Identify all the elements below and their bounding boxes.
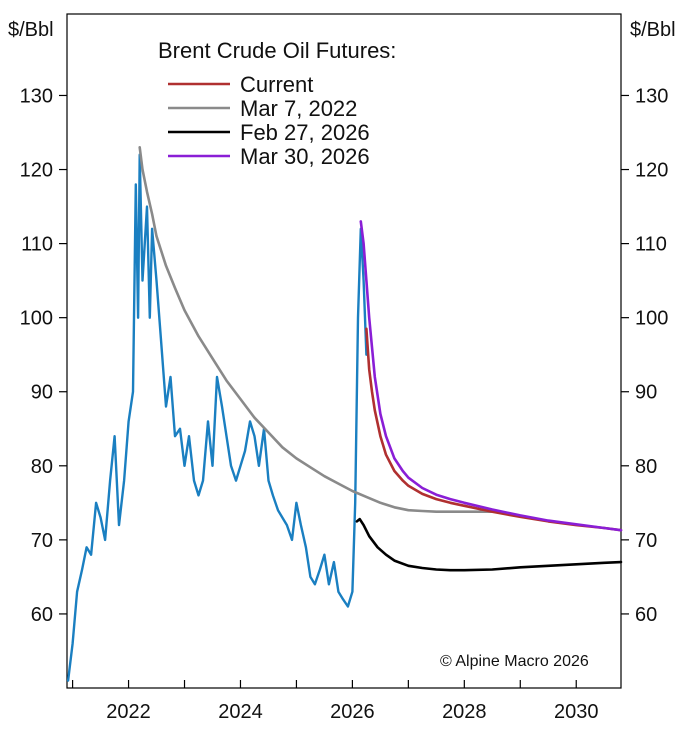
y-tick-label-right-60: 60 [635,604,657,626]
legend-label-mar_7_2022: Mar 7, 2022 [240,96,357,121]
copyright-annotation: © Alpine Macro 2026 [440,653,589,670]
y-tick-label-left-90: 90 [31,382,53,404]
y-tick-label-right-130: 130 [635,85,668,107]
y-tick-label-right-90: 90 [635,382,657,404]
legend-label-feb_27_2026: Feb 27, 2026 [240,120,370,145]
x-tick-label-2028: 2028 [442,701,487,723]
y-tick-label-left-110: 110 [21,234,53,256]
y-tick-label-right-100: 100 [635,308,668,330]
y-tick-label-right-110: 110 [635,234,667,256]
series-line-spot [66,153,368,682]
legend-label-current: Current [240,72,313,97]
series-line-feb_27_2026 [355,517,623,572]
y-unit-left: $/Bbl [8,19,54,41]
y-tick-label-left-70: 70 [31,530,53,552]
x-tick-label-2026: 2026 [330,701,375,723]
x-tick-label-2022: 2022 [106,701,151,723]
y-tick-label-left-100: 100 [20,308,53,330]
x-tick-label-2030: 2030 [554,701,599,723]
y-tick-label-right-80: 80 [635,456,657,478]
series-line-mar_30_2026 [359,220,623,532]
y-tick-label-left-80: 80 [31,456,53,478]
series-layer [66,146,623,682]
x-tick-label-2024: 2024 [218,701,263,723]
ticks-layer: 60 60 70 70 80 80 90 90 100 100 110 110 120 120 130 130… [20,85,669,723]
legend-title: Brent Crude Oil Futures: [158,38,396,63]
y-tick-label-right-120: 120 [635,160,668,182]
y-tick-label-left-130: 130 [20,85,53,107]
y-unit-right: $/Bbl [630,19,676,41]
y-tick-label-right-70: 70 [635,530,657,552]
legend-label-mar_30_2026: Mar 30, 2026 [240,144,370,169]
y-tick-label-left-120: 120 [20,160,53,182]
y-tick-label-left-60: 60 [31,604,53,626]
series-line-mar_7_2022 [138,146,494,514]
plot-frame [66,13,622,689]
